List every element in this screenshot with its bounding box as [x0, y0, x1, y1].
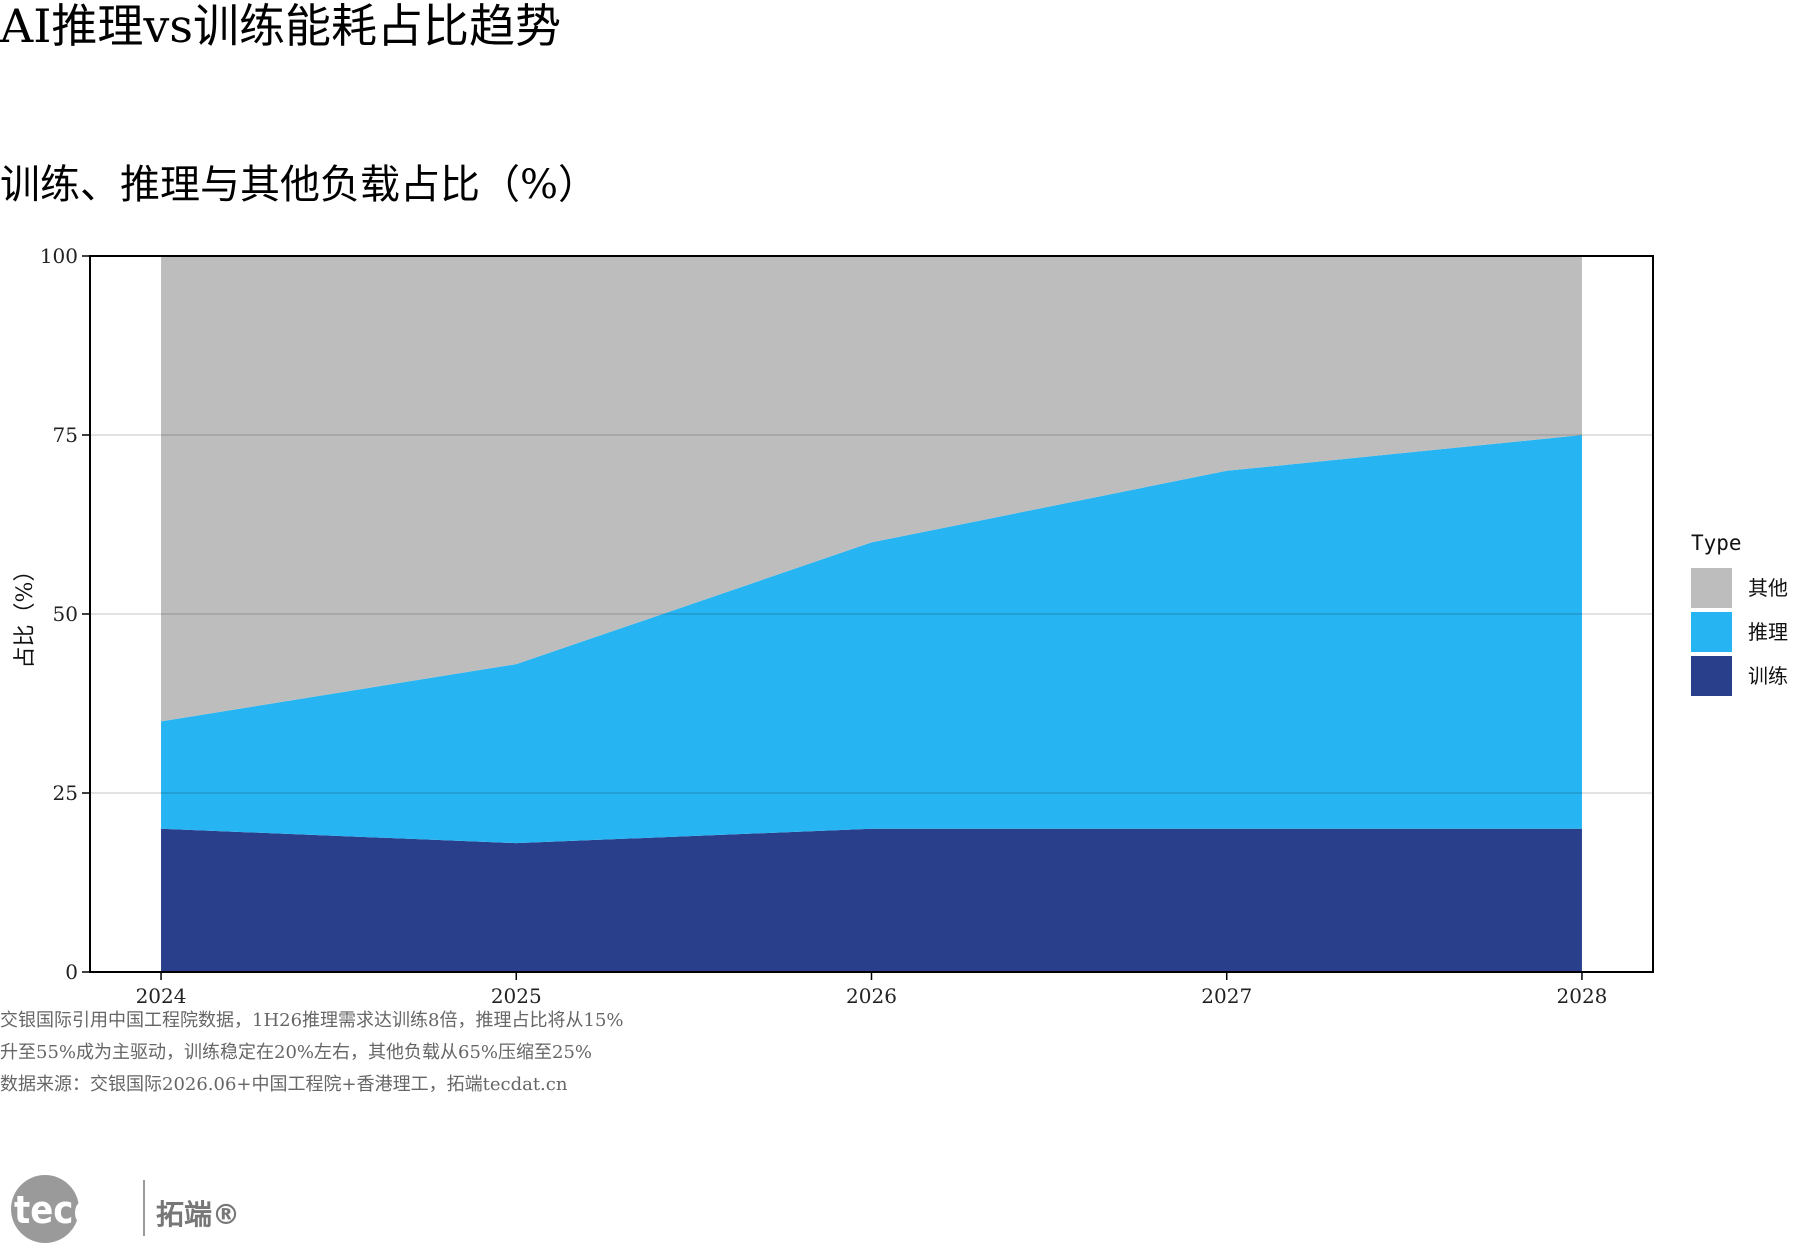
logo-text-en: tecdat — [14, 1188, 137, 1232]
logo-circle — [11, 1175, 79, 1243]
legend-swatch — [1691, 612, 1732, 652]
legend-label: 其他 — [1748, 576, 1788, 600]
y-axis-label: 占比（%） — [13, 560, 38, 669]
legend-label: 推理 — [1748, 620, 1788, 644]
x-tick-label: 2026 — [846, 984, 897, 1008]
x-tick-label: 2028 — [1557, 984, 1608, 1008]
tecdat-logo: tecdat 拓端® — [11, 1175, 240, 1243]
legend-label: 训练 — [1748, 664, 1788, 688]
chart-subtitle: 训练、推理与其他负载占比（%） — [0, 162, 599, 208]
chart-title: AI推理vs训练能耗占比趋势 — [0, 0, 561, 53]
y-tick-label: 0 — [65, 960, 78, 984]
caption: 交银国际引用中国工程院数据，1H26推理需求达训练8倍，推理占比将从15% 升至… — [0, 1005, 624, 1101]
y-tick-label: 75 — [53, 423, 78, 447]
y-tick-label: 50 — [53, 602, 78, 626]
logo-divider — [143, 1180, 145, 1236]
x-tick-label: 2024 — [136, 984, 187, 1008]
y-tick-label: 25 — [53, 781, 78, 805]
area-series-1 — [161, 828, 1582, 972]
logo-text-cn: 拓端® — [156, 1198, 240, 1231]
caption-line-1: 交银国际引用中国工程院数据，1H26推理需求达训练8倍，推理占比将从15% — [0, 1010, 624, 1031]
area-series-group — [161, 256, 1582, 972]
legend-swatch — [1691, 568, 1732, 608]
area-series-2 — [161, 435, 1582, 844]
y-tick-label: 100 — [40, 244, 78, 268]
caption-line-2: 升至55%成为主驱动，训练稳定在20%左右，其他负载从65%压缩至25% — [0, 1042, 593, 1063]
x-tick-label: 2025 — [491, 984, 542, 1008]
stacked-area-chart: 0 25 50 75 100 2024 2025 2026 2027 2028 占比（%） Ty… — [13, 244, 1788, 1008]
legend-swatch — [1691, 656, 1732, 696]
x-axis: 2024 2025 2026 2027 2028 — [136, 972, 1608, 1008]
gridlines — [90, 434, 1653, 794]
legend-title: Type — [1691, 531, 1742, 555]
x-tick-label: 2027 — [1201, 984, 1252, 1008]
area-series-3 — [161, 256, 1582, 722]
y-axis: 0 25 50 75 100 — [40, 244, 90, 984]
caption-line-3: 数据来源：交银国际2026.06+中国工程院+香港理工，拓端tecdat.cn — [0, 1074, 568, 1095]
